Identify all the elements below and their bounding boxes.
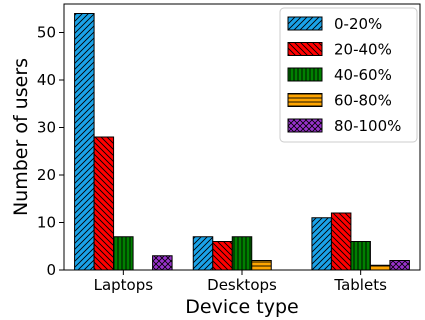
x-tick-label: Laptops bbox=[94, 276, 154, 294]
legend-swatch-hatch bbox=[287, 42, 323, 56]
x-tick-label: Tablets bbox=[333, 276, 387, 294]
y-tick-label: 0 bbox=[46, 261, 56, 279]
legend-swatch-hatch bbox=[287, 118, 323, 133]
bar-hatch-desktops-40-60 bbox=[231, 236, 253, 271]
bar-hatch-tablets-80-100 bbox=[389, 260, 410, 271]
y-tick-label: 20 bbox=[37, 166, 56, 184]
legend-swatch-hatch bbox=[287, 93, 323, 107]
bar-hatch-tablets-60-80 bbox=[369, 264, 391, 271]
legend: 0-20% 20-40% 40-60% 60-80% 80-100% bbox=[279, 7, 418, 143]
bar-hatch-desktops-20-40 bbox=[212, 241, 233, 271]
bar-hatch-tablets-20-40 bbox=[330, 212, 352, 271]
legend-box bbox=[279, 7, 418, 143]
bar-hatch-laptops-80-100 bbox=[152, 255, 173, 271]
x-axis-label: Device type bbox=[185, 296, 298, 318]
legend-label: 40-60% bbox=[334, 66, 392, 84]
bars-group bbox=[74, 13, 410, 271]
y-tick-label: 40 bbox=[37, 71, 56, 89]
bar-hatch-tablets-0-20 bbox=[311, 217, 332, 271]
legend-swatch-hatch bbox=[287, 67, 323, 82]
y-axis-label: Number of users bbox=[10, 58, 32, 216]
y-tick-label: 10 bbox=[37, 214, 56, 232]
bar-hatch-tablets-40-60 bbox=[350, 241, 371, 271]
x-tick-label: Desktops bbox=[207, 276, 277, 294]
bar-hatch-laptops-0-20 bbox=[74, 13, 95, 271]
legend-label: 60-80% bbox=[334, 92, 392, 110]
y-tick-label: 30 bbox=[37, 119, 56, 137]
y-tick-label: 50 bbox=[37, 24, 56, 42]
x-axis: Laptops Desktops Tablets bbox=[94, 270, 387, 294]
bar-hatch-desktops-0-20 bbox=[192, 236, 214, 271]
bar-hatch-desktops-60-80 bbox=[251, 260, 272, 271]
bar-hatch-laptops-40-60 bbox=[113, 236, 134, 271]
bar-hatch-laptops-20-40 bbox=[93, 136, 115, 271]
legend-label: 80-100% bbox=[334, 117, 401, 135]
y-axis: 0 10 20 30 40 50 bbox=[37, 24, 64, 279]
legend-label: 20-40% bbox=[334, 41, 392, 59]
legend-label: 0-20% bbox=[334, 15, 382, 33]
legend-swatch-hatch bbox=[287, 16, 323, 31]
